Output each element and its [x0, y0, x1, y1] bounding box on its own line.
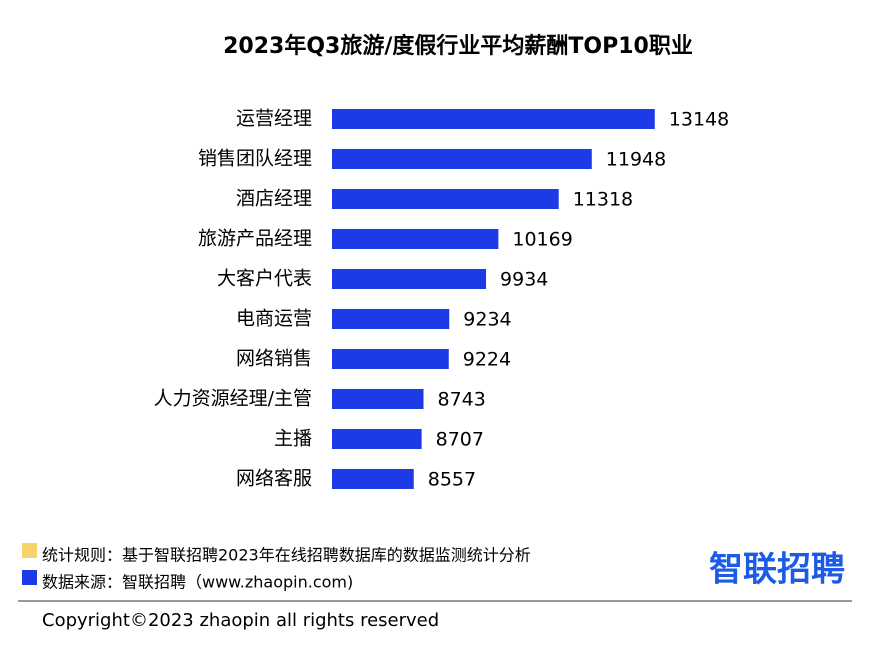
value-label: 9934	[500, 269, 548, 291]
y-tick-label: 旅游产品经理	[198, 228, 312, 250]
value-label: 8743	[438, 389, 486, 411]
footer-rule: 统计规则：基于智联招聘2023年在线招聘数据库的数据监测统计分析	[42, 546, 531, 565]
bar	[332, 309, 450, 329]
y-tick-label: 人力资源经理/主管	[154, 388, 312, 410]
legend-swatch	[22, 543, 37, 558]
value-label: 11948	[606, 149, 666, 171]
bar	[332, 189, 559, 209]
bar	[332, 349, 449, 369]
bar	[332, 109, 655, 129]
value-label: 9234	[463, 309, 511, 331]
y-tick-label: 网络销售	[236, 348, 312, 370]
logo: 智联招聘	[709, 550, 845, 590]
bar	[332, 389, 424, 409]
y-tick-label: 大客户代表	[217, 268, 312, 290]
bar	[332, 469, 414, 489]
bar	[332, 429, 422, 449]
legend-swatch	[22, 570, 37, 585]
chart-title: 2023年Q3旅游/度假行业平均薪酬TOP10职业	[223, 33, 693, 59]
y-tick-label: 电商运营	[236, 308, 312, 330]
copyright: Copyright©2023 zhaopin all rights reserv…	[42, 610, 439, 631]
y-tick-label: 运营经理	[236, 108, 312, 130]
bar	[332, 229, 499, 249]
value-label: 11318	[573, 189, 633, 211]
y-tick-label: 销售团队经理	[198, 148, 312, 170]
y-tick-label: 酒店经理	[236, 188, 312, 210]
bar	[332, 149, 592, 169]
chart: 运营经理 13148 销售团队经理 11948 酒店经理 11318 旅游产品经理 10169…	[154, 108, 730, 491]
y-tick-label: 网络客服	[236, 468, 312, 490]
footer-source: 数据来源：智联招聘（www.zhaopin.com)	[42, 573, 353, 592]
value-label: 8557	[428, 469, 476, 491]
y-tick-label: 主播	[274, 428, 312, 450]
bar	[332, 269, 487, 289]
value-label: 9224	[463, 349, 511, 371]
value-label: 10169	[512, 229, 572, 251]
value-label: 13148	[669, 109, 729, 131]
value-label: 8707	[436, 429, 484, 451]
